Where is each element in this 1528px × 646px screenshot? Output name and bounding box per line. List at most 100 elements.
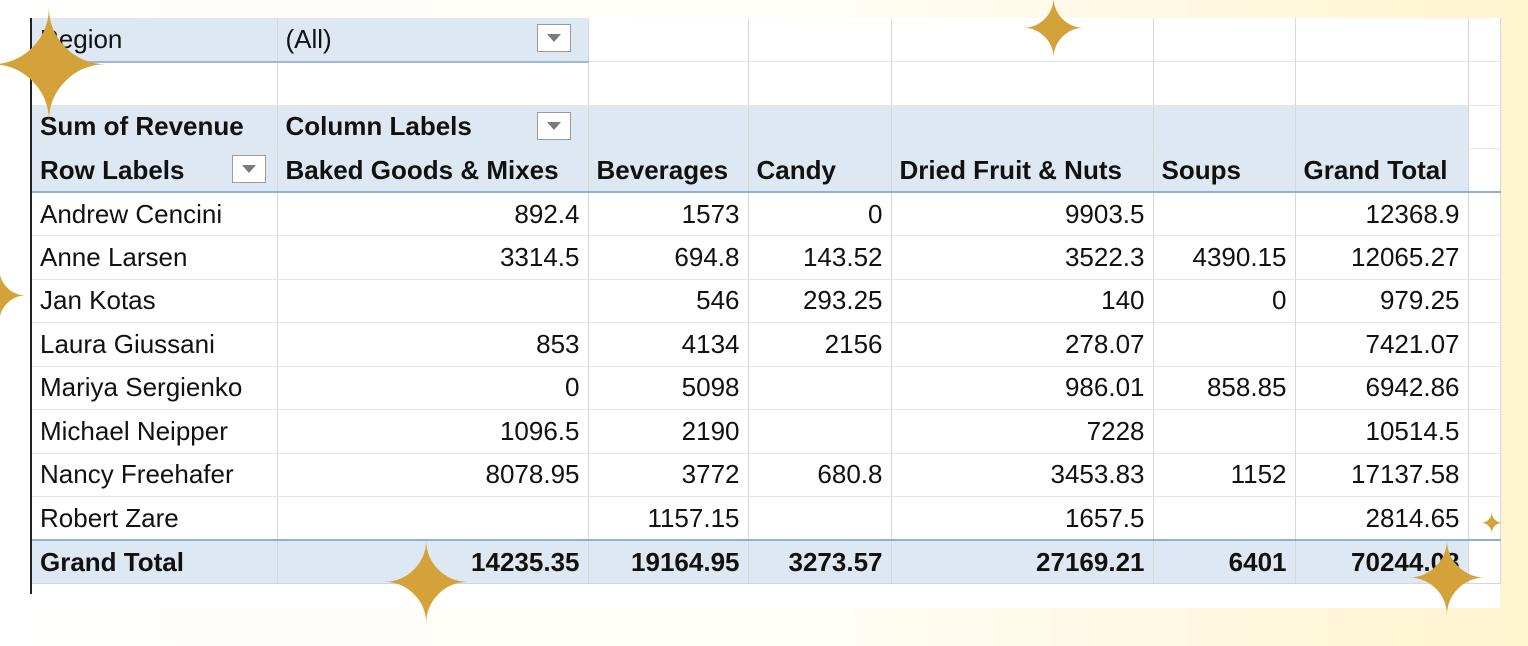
- value-cell[interactable]: 546: [588, 279, 749, 323]
- cell[interactable]: [588, 105, 749, 149]
- value-cell[interactable]: 694.8: [588, 235, 749, 280]
- value-cell[interactable]: 9903.5: [891, 192, 1154, 236]
- column-header[interactable]: Grand Total: [1295, 148, 1469, 193]
- column-header[interactable]: Soups: [1153, 148, 1296, 193]
- grand-total-cell[interactable]: 27169.21: [891, 539, 1154, 584]
- value-cell[interactable]: 1157.15: [588, 496, 749, 541]
- value-cell[interactable]: 12368.9: [1295, 192, 1469, 236]
- value-cell[interactable]: 278.07: [891, 322, 1154, 367]
- cell[interactable]: [277, 61, 589, 106]
- cell[interactable]: [1295, 61, 1469, 106]
- value-cell[interactable]: [277, 279, 589, 323]
- cell[interactable]: [748, 61, 892, 106]
- value-cell[interactable]: 3314.5: [277, 235, 589, 280]
- grand-total-cell[interactable]: 19164.95: [588, 539, 749, 584]
- cell[interactable]: [588, 61, 749, 106]
- column-header[interactable]: Beverages: [588, 148, 749, 193]
- value-cell[interactable]: 7228: [891, 409, 1154, 454]
- cell[interactable]: [1295, 105, 1469, 149]
- cell: [1468, 366, 1501, 410]
- cell[interactable]: [1153, 105, 1296, 149]
- blank-row: [32, 61, 1501, 106]
- cell[interactable]: [588, 18, 749, 62]
- grand-total-cell[interactable]: 14235.35: [277, 539, 589, 584]
- cell[interactable]: [891, 105, 1154, 149]
- grand-total-cell[interactable]: 3273.57: [748, 539, 892, 584]
- value-cell[interactable]: 1573: [588, 192, 749, 236]
- grand-total-cell[interactable]: 70244.08: [1295, 539, 1469, 584]
- region-filter-dropdown-button[interactable]: [536, 24, 571, 52]
- cell[interactable]: [748, 105, 892, 149]
- value-cell[interactable]: 3522.3: [891, 235, 1154, 280]
- value-cell[interactable]: 979.25: [1295, 279, 1469, 323]
- cell: [1468, 539, 1501, 584]
- column-labels-cell[interactable]: Column Labels: [277, 105, 589, 149]
- cell[interactable]: [748, 18, 892, 62]
- value-cell[interactable]: 0: [748, 192, 892, 236]
- value-cell[interactable]: [1153, 192, 1296, 236]
- cell[interactable]: [32, 61, 278, 106]
- value-cell[interactable]: 12065.27: [1295, 235, 1469, 280]
- value-cell[interactable]: 2156: [748, 322, 892, 367]
- value-cell[interactable]: 1657.5: [891, 496, 1154, 541]
- row-label[interactable]: Robert Zare: [32, 496, 278, 541]
- value-cell[interactable]: 1096.5: [277, 409, 589, 454]
- column-header[interactable]: Baked Goods & Mixes: [277, 148, 589, 193]
- value-cell[interactable]: 858.85: [1153, 366, 1296, 410]
- value-cell[interactable]: 4134: [588, 322, 749, 367]
- value-cell[interactable]: [748, 366, 892, 410]
- value-cell[interactable]: 140: [891, 279, 1154, 323]
- cell[interactable]: [891, 61, 1154, 106]
- value-cell[interactable]: 3453.83: [891, 453, 1154, 497]
- pivot-table-area: Region (All) Sum of Revenue: [32, 18, 1501, 588]
- value-cell[interactable]: 892.4: [277, 192, 589, 236]
- value-cell[interactable]: 10514.5: [1295, 409, 1469, 454]
- value-cell[interactable]: 0: [277, 366, 589, 410]
- row-label[interactable]: Nancy Freehafer: [32, 453, 278, 497]
- value-cell[interactable]: [1153, 496, 1296, 541]
- row-label[interactable]: Mariya Sergienko: [32, 366, 278, 410]
- value-cell[interactable]: 4390.15: [1153, 235, 1296, 280]
- value-cell[interactable]: 7421.07: [1295, 322, 1469, 367]
- row-label[interactable]: Laura Giussani: [32, 322, 278, 367]
- cell[interactable]: [1153, 61, 1296, 106]
- filter-value-cell[interactable]: (All): [277, 18, 589, 63]
- value-cell[interactable]: 143.52: [748, 235, 892, 280]
- value-cell[interactable]: 5098: [588, 366, 749, 410]
- grand-total-cell[interactable]: 6401: [1153, 539, 1296, 584]
- value-cell[interactable]: [1153, 409, 1296, 454]
- column-header[interactable]: Dried Fruit & Nuts: [891, 148, 1154, 193]
- value-cell[interactable]: 1152: [1153, 453, 1296, 497]
- value-cell[interactable]: 2814.65: [1295, 496, 1469, 541]
- cell: [1468, 192, 1501, 236]
- value-cell[interactable]: [277, 496, 589, 541]
- column-labels-dropdown-button[interactable]: [536, 111, 571, 140]
- value-cell[interactable]: 853: [277, 322, 589, 367]
- row-labels-cell[interactable]: Row Labels: [32, 148, 278, 193]
- value-cell[interactable]: 8078.95: [277, 453, 589, 497]
- grand-total-label[interactable]: Grand Total: [32, 539, 278, 584]
- value-cell[interactable]: [748, 496, 892, 541]
- value-cell[interactable]: 6942.86: [1295, 366, 1469, 410]
- filter-value: (All): [285, 23, 332, 54]
- cell[interactable]: [1295, 18, 1469, 62]
- value-cell[interactable]: 680.8: [748, 453, 892, 497]
- column-header[interactable]: Candy: [748, 148, 892, 193]
- row-label[interactable]: Andrew Cencini: [32, 192, 278, 236]
- value-cell[interactable]: [748, 409, 892, 454]
- row-label[interactable]: Anne Larsen: [32, 235, 278, 280]
- value-cell[interactable]: 2190: [588, 409, 749, 454]
- filter-label: Region: [32, 18, 278, 63]
- cell[interactable]: [1153, 18, 1296, 62]
- row-label[interactable]: Jan Kotas: [32, 279, 278, 323]
- value-cell[interactable]: [1153, 322, 1296, 367]
- row-labels-dropdown-button[interactable]: [232, 155, 266, 183]
- value-cell[interactable]: 293.25: [748, 279, 892, 323]
- value-cell[interactable]: 986.01: [891, 366, 1154, 410]
- value-cell[interactable]: 3772: [588, 453, 749, 497]
- value-cell[interactable]: 0: [1153, 279, 1296, 323]
- cell[interactable]: [891, 18, 1154, 62]
- row-label[interactable]: Michael Neipper: [32, 409, 278, 454]
- value-cell[interactable]: 17137.58: [1295, 453, 1469, 497]
- cell: [1468, 279, 1501, 323]
